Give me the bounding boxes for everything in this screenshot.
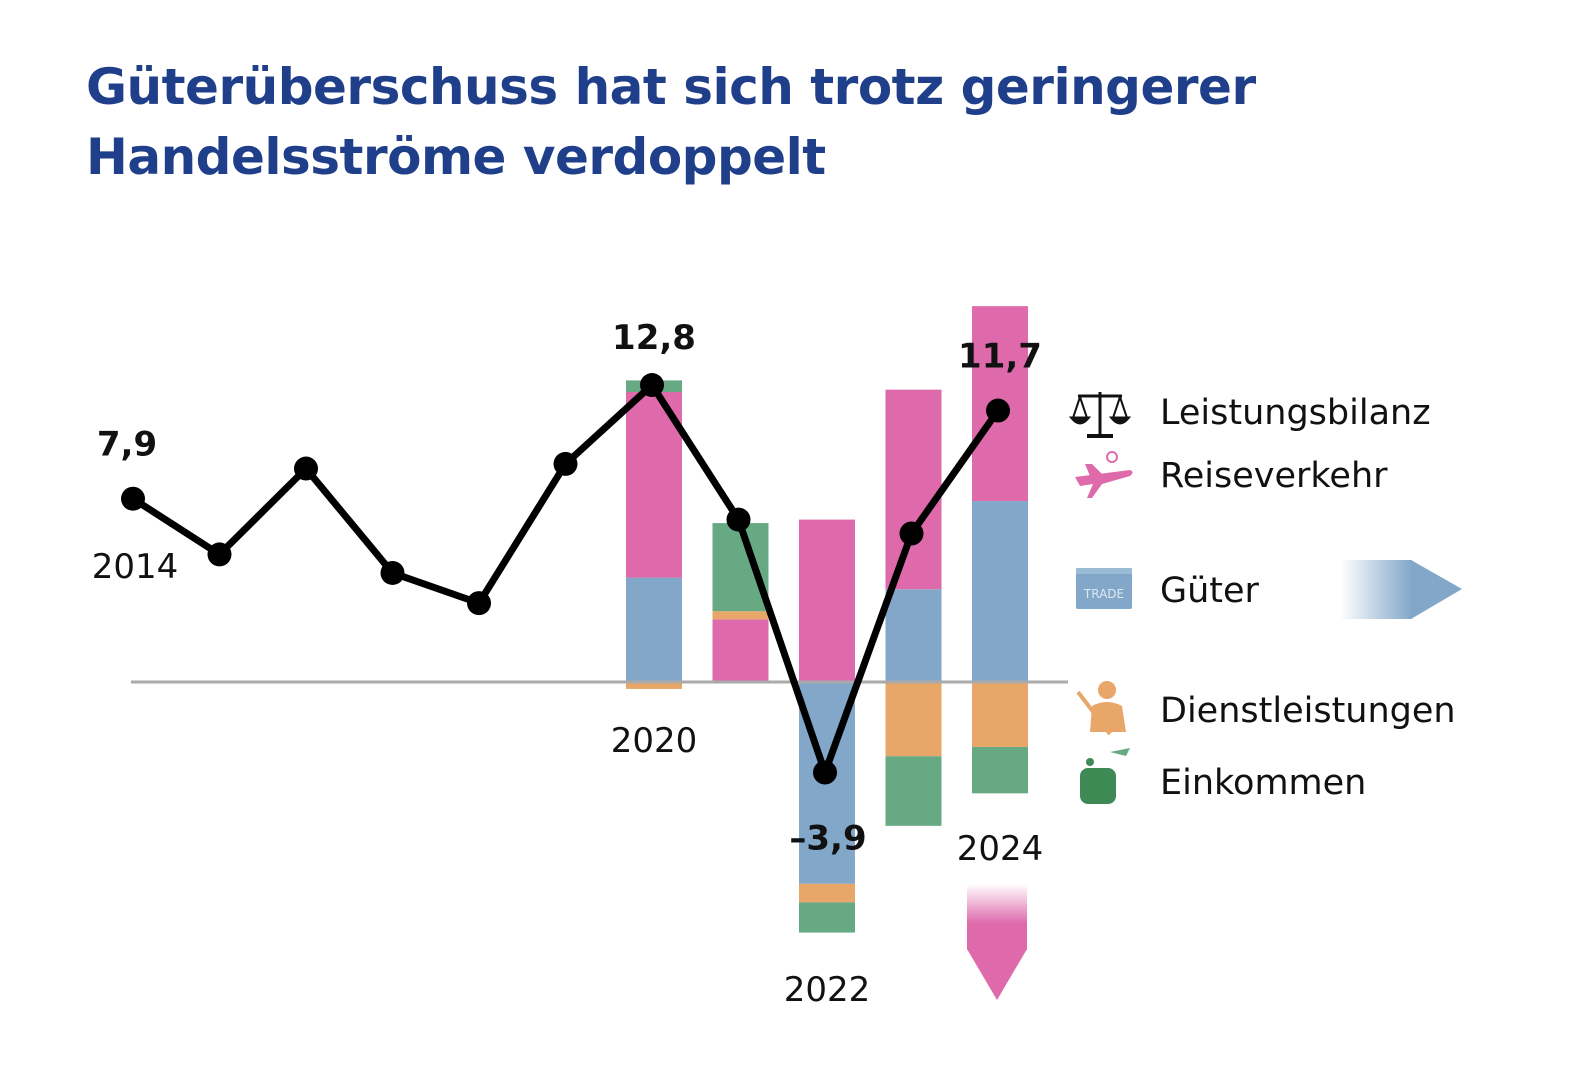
legend-item-einkommen: Einkommen [1080, 748, 1366, 804]
data-point-2015 [207, 542, 232, 567]
bar-segment-dienstleistungen-2022 [799, 883, 855, 903]
bar-segment-dienstleistungen-2024 [972, 682, 1028, 747]
data-point-2022 [813, 760, 837, 785]
bar-segment-gueter-2020 [626, 577, 682, 682]
goods-arrow-icon [1340, 560, 1462, 619]
bar-segment-dienstleistungen-2023 [885, 682, 942, 757]
bar-segment-dienstleistungen-2020 [626, 682, 682, 689]
bar-segment-reiseverkehr-2023 [885, 389, 942, 590]
legend-item-leistungsbilanz: Leistungsbilanz [1068, 392, 1431, 438]
legend-label: Leistungsbilanz [1160, 393, 1431, 433]
value-label-2024: 11,7 [958, 337, 1042, 377]
leistungsbilanz-line [131, 381, 1001, 776]
data-point-2023 [899, 521, 924, 546]
year-label-2020: 2020 [611, 721, 698, 761]
legend-label: Einkommen [1160, 763, 1366, 803]
legend: Leistungsbilanz Reiseverkehr TRADE Güter [1068, 392, 1456, 804]
legend-label: Reiseverkehr [1160, 456, 1388, 496]
value-label-2020: 12,8 [612, 318, 696, 358]
value-label-2014: 7,9 [97, 425, 157, 465]
legend-item-reiseverkehr: Reiseverkehr [1075, 451, 1388, 498]
data-point-2021 [726, 507, 751, 532]
legend-item-dienstleistungen: Dienstleistungen [1076, 681, 1456, 736]
data-point-2020 [640, 373, 664, 398]
value-label-2022: –3,9 [789, 818, 866, 858]
legend-label: Dienstleistungen [1160, 691, 1456, 731]
data-point-2014 [121, 486, 145, 511]
scales-icon [1068, 392, 1132, 438]
airplane-icon [1075, 451, 1133, 498]
data-point-2024 [986, 398, 1010, 423]
data-point-2018 [467, 591, 491, 616]
chart-title: Güterüberschuss hat sich trotz geringere… [86, 58, 1256, 186]
bar-segment-einkommen-2021 [712, 523, 769, 612]
bar-segment-einkommen-2024 [972, 746, 1028, 794]
year-label-2024: 2024 [957, 829, 1044, 869]
data-point-2019 [553, 451, 578, 476]
bar-segment-gueter-2023 [885, 589, 942, 682]
bar-segment-einkommen-2022 [799, 902, 855, 933]
bar-segment-reiseverkehr-2021 [712, 619, 769, 682]
worker-icon [1076, 681, 1126, 736]
legend-label: Güter [1160, 571, 1260, 611]
coins-icon [1080, 748, 1130, 804]
bar-segment-reiseverkehr-2022 [799, 519, 855, 682]
year-label-2014: 2014 [92, 547, 179, 587]
bar-segment-dienstleistungen-2021 [712, 611, 769, 620]
data-point-2016 [294, 456, 318, 481]
data-point-2017 [380, 560, 405, 585]
bar-segment-einkommen-2023 [885, 756, 942, 826]
year-label-2022: 2022 [784, 970, 871, 1010]
svg-text:TRADE: TRADE [1083, 587, 1124, 601]
travel-down-arrow-icon [967, 884, 1027, 1000]
legend-item-gueter: TRADE Güter [1076, 568, 1260, 611]
trade-box-icon: TRADE [1076, 568, 1132, 609]
bar-segment-gueter-2024 [972, 501, 1028, 682]
